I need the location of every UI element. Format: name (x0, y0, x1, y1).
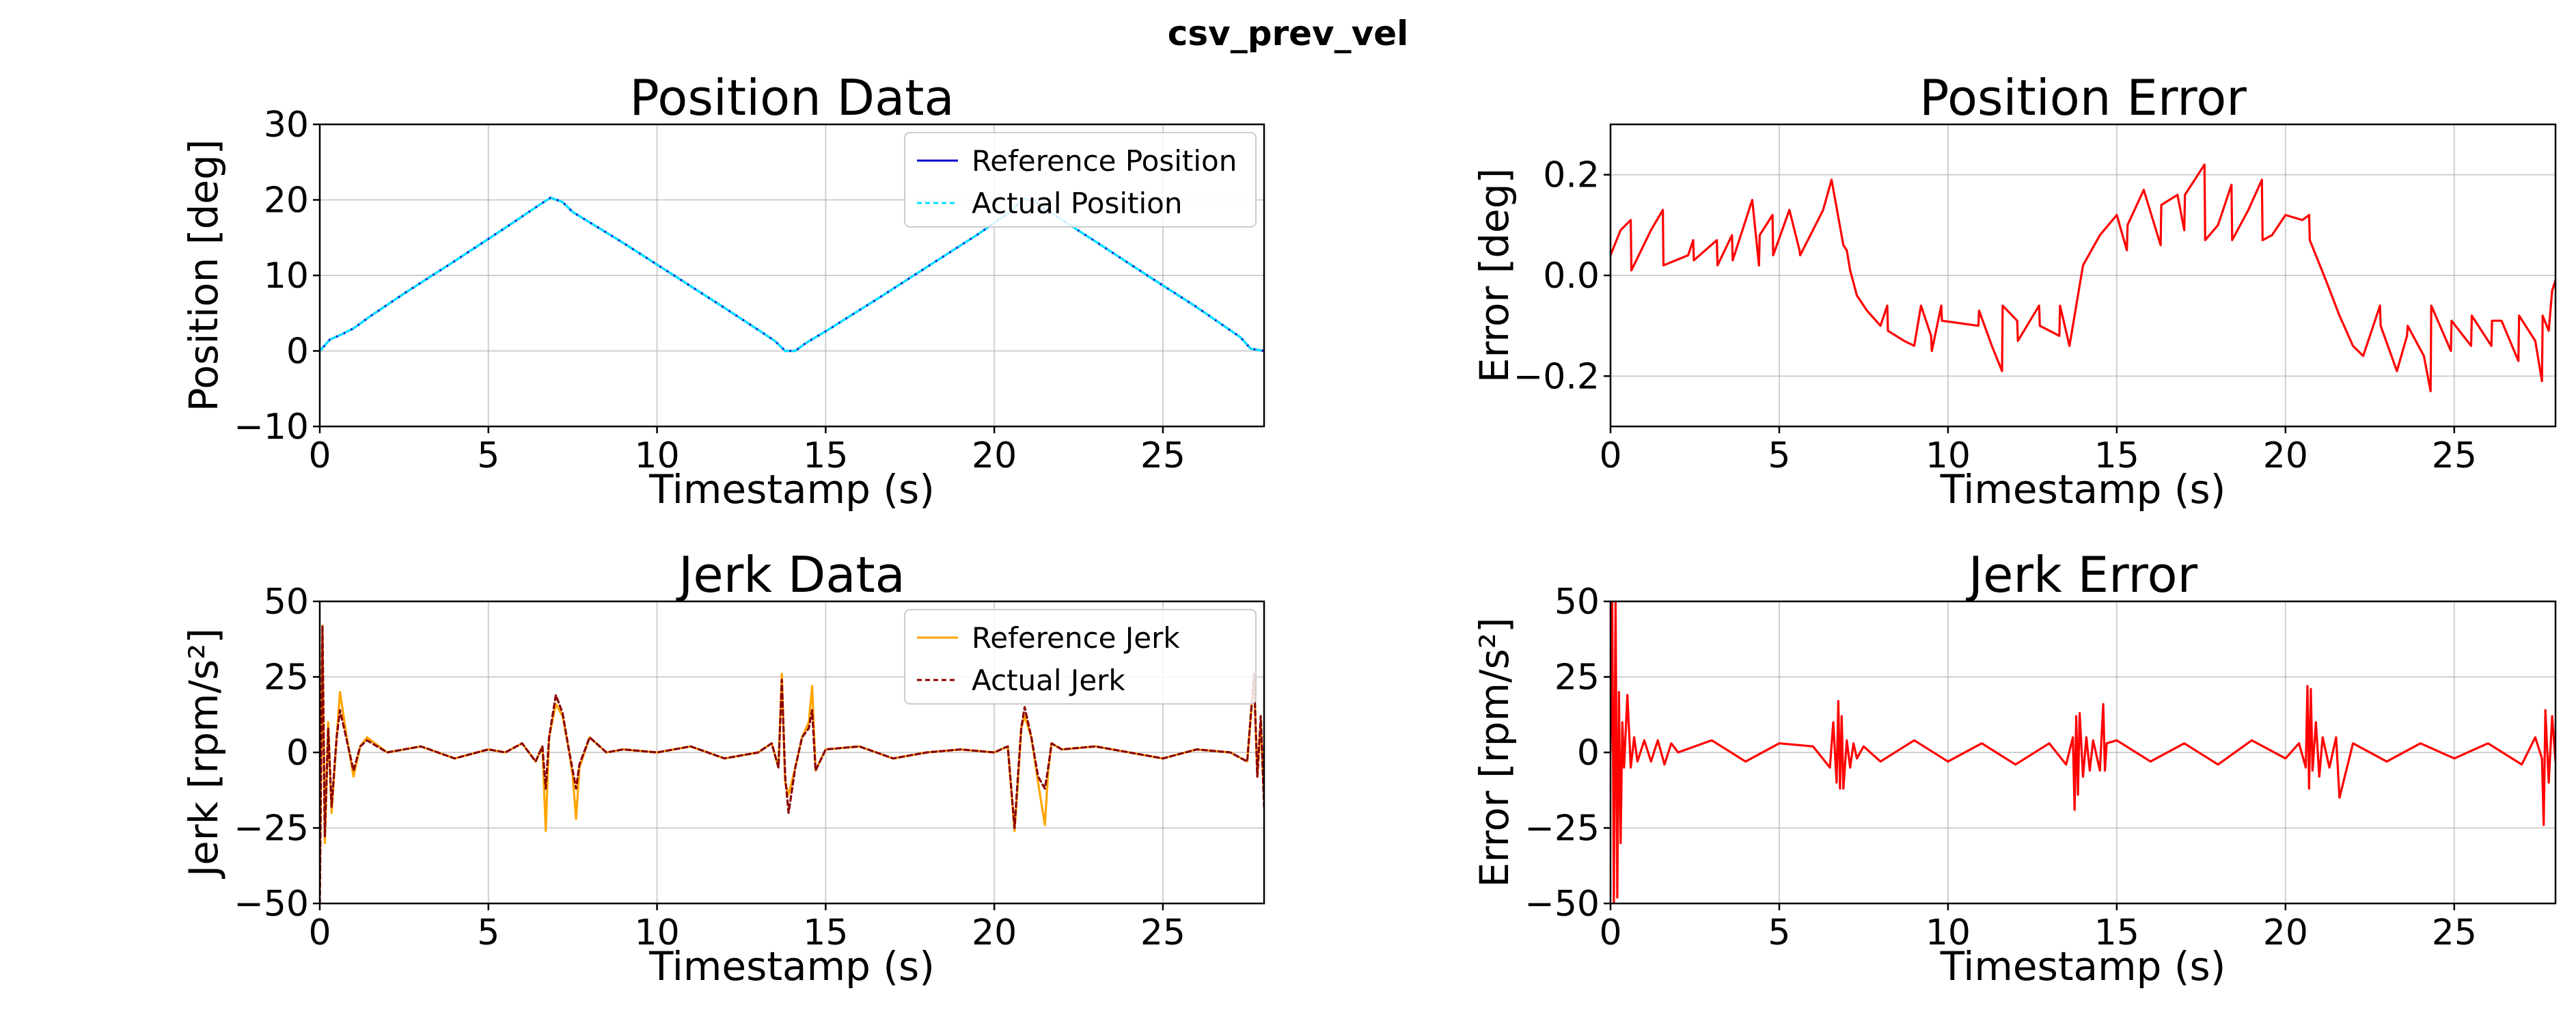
y-tick-label: −50 (234, 884, 309, 925)
series-layer (1611, 601, 2556, 903)
x-tick-label: 25 (1140, 435, 1186, 476)
y-tick-label: 0.0 (1543, 256, 1600, 297)
series-line-error (1611, 601, 2556, 903)
y-tick-label: 0 (286, 733, 309, 774)
y-tick-label: 50 (1554, 582, 1600, 623)
x-tick-label: 25 (2432, 912, 2477, 953)
x-tick-label: 5 (1768, 912, 1790, 953)
y-axis-label: Position [deg] (180, 139, 227, 412)
y-tick-label: 30 (264, 105, 309, 146)
y-tick-label: 25 (264, 657, 309, 698)
x-tick-label: 20 (2263, 435, 2308, 476)
legend-box (904, 609, 1257, 705)
x-tick-label: 5 (477, 912, 499, 953)
y-axis-label: Error [rpm/s²] (1471, 617, 1518, 887)
legend-label: Actual Position (972, 187, 1182, 220)
chart-title: Jerk Data (676, 546, 905, 603)
y-axis-label: Error [deg] (1471, 168, 1518, 383)
series-line-actual-jerk (320, 624, 1264, 903)
x-tick-label: 15 (2094, 435, 2139, 476)
x-tick-label: 20 (972, 435, 1017, 476)
y-tick-label: −10 (234, 407, 309, 448)
legend-label: Actual Jerk (972, 664, 1125, 697)
x-tick-label: 15 (803, 435, 848, 476)
chart-title: Jerk Error (1966, 546, 2198, 603)
y-axis-label: Jerk [rpm/s²] (180, 628, 227, 879)
x-tick-label: 20 (2263, 912, 2308, 953)
x-axis-label: Timestamp (s) (1940, 943, 2226, 990)
y-tick-label: 20 (264, 180, 309, 221)
x-tick-label: 25 (1140, 912, 1186, 953)
x-tick-label: 10 (1926, 435, 1971, 476)
x-tick-label: 10 (634, 435, 679, 476)
y-tick-label: 0 (286, 331, 309, 372)
y-tick-label: −0.2 (1513, 356, 1600, 397)
x-tick-label: 15 (2094, 912, 2139, 953)
legend-label: Reference Position (972, 144, 1237, 178)
x-tick-label: 10 (634, 912, 679, 953)
y-tick-label: 25 (1554, 657, 1600, 698)
x-axis-label: Timestamp (s) (1940, 466, 2226, 513)
series-layer (1611, 163, 2556, 393)
figure-suptitle: csv_prev_vel (1168, 14, 1409, 53)
x-tick-label: 15 (803, 912, 848, 953)
x-tick-label: 25 (2432, 435, 2477, 476)
chart-jerk-error: 0 5 10 15 20 25 −50 −25 0 25 50 Jerk Error Timestamp… (1471, 546, 2557, 990)
series-line-error (1611, 163, 2556, 393)
legend: Reference Jerk Actual Jerk (904, 609, 1257, 705)
chart-title: Position Data (629, 69, 954, 126)
x-tick-label: 20 (972, 912, 1017, 953)
x-axis-label: Timestamp (s) (648, 466, 935, 513)
x-tick-label: 10 (1926, 912, 1971, 953)
series-layer (320, 624, 1264, 903)
x-tick-label: 5 (477, 435, 499, 476)
x-tick-label: 5 (1768, 435, 1790, 476)
legend-label: Reference Jerk (972, 621, 1180, 655)
chart-position-error: 0 5 10 15 20 25 −0.2 0.0 0.2 Position Error Timest… (1471, 69, 2557, 513)
y-tick-label: −50 (1524, 884, 1600, 925)
y-tick-label: 10 (264, 256, 309, 297)
y-tick-label: 0 (1577, 733, 1600, 774)
chart-jerk-data: 0 5 10 15 20 25 −50 −25 0 25 50 Jerk Data Timestamp … (180, 546, 1265, 990)
x-tick-label: 0 (1599, 435, 1621, 476)
y-tick-label: −25 (1524, 808, 1600, 849)
y-tick-label: −25 (234, 808, 309, 849)
legend-box (904, 132, 1257, 228)
legend: Reference Position Actual Position (904, 132, 1257, 228)
x-tick-label: 0 (1599, 912, 1621, 953)
chart-title: Position Error (1919, 69, 2247, 126)
x-tick-label: 0 (308, 912, 331, 953)
x-axis-label: Timestamp (s) (648, 943, 935, 990)
x-tick-label: 0 (308, 435, 331, 476)
y-tick-label: 50 (264, 582, 309, 623)
y-tick-label: 0.2 (1543, 155, 1600, 196)
